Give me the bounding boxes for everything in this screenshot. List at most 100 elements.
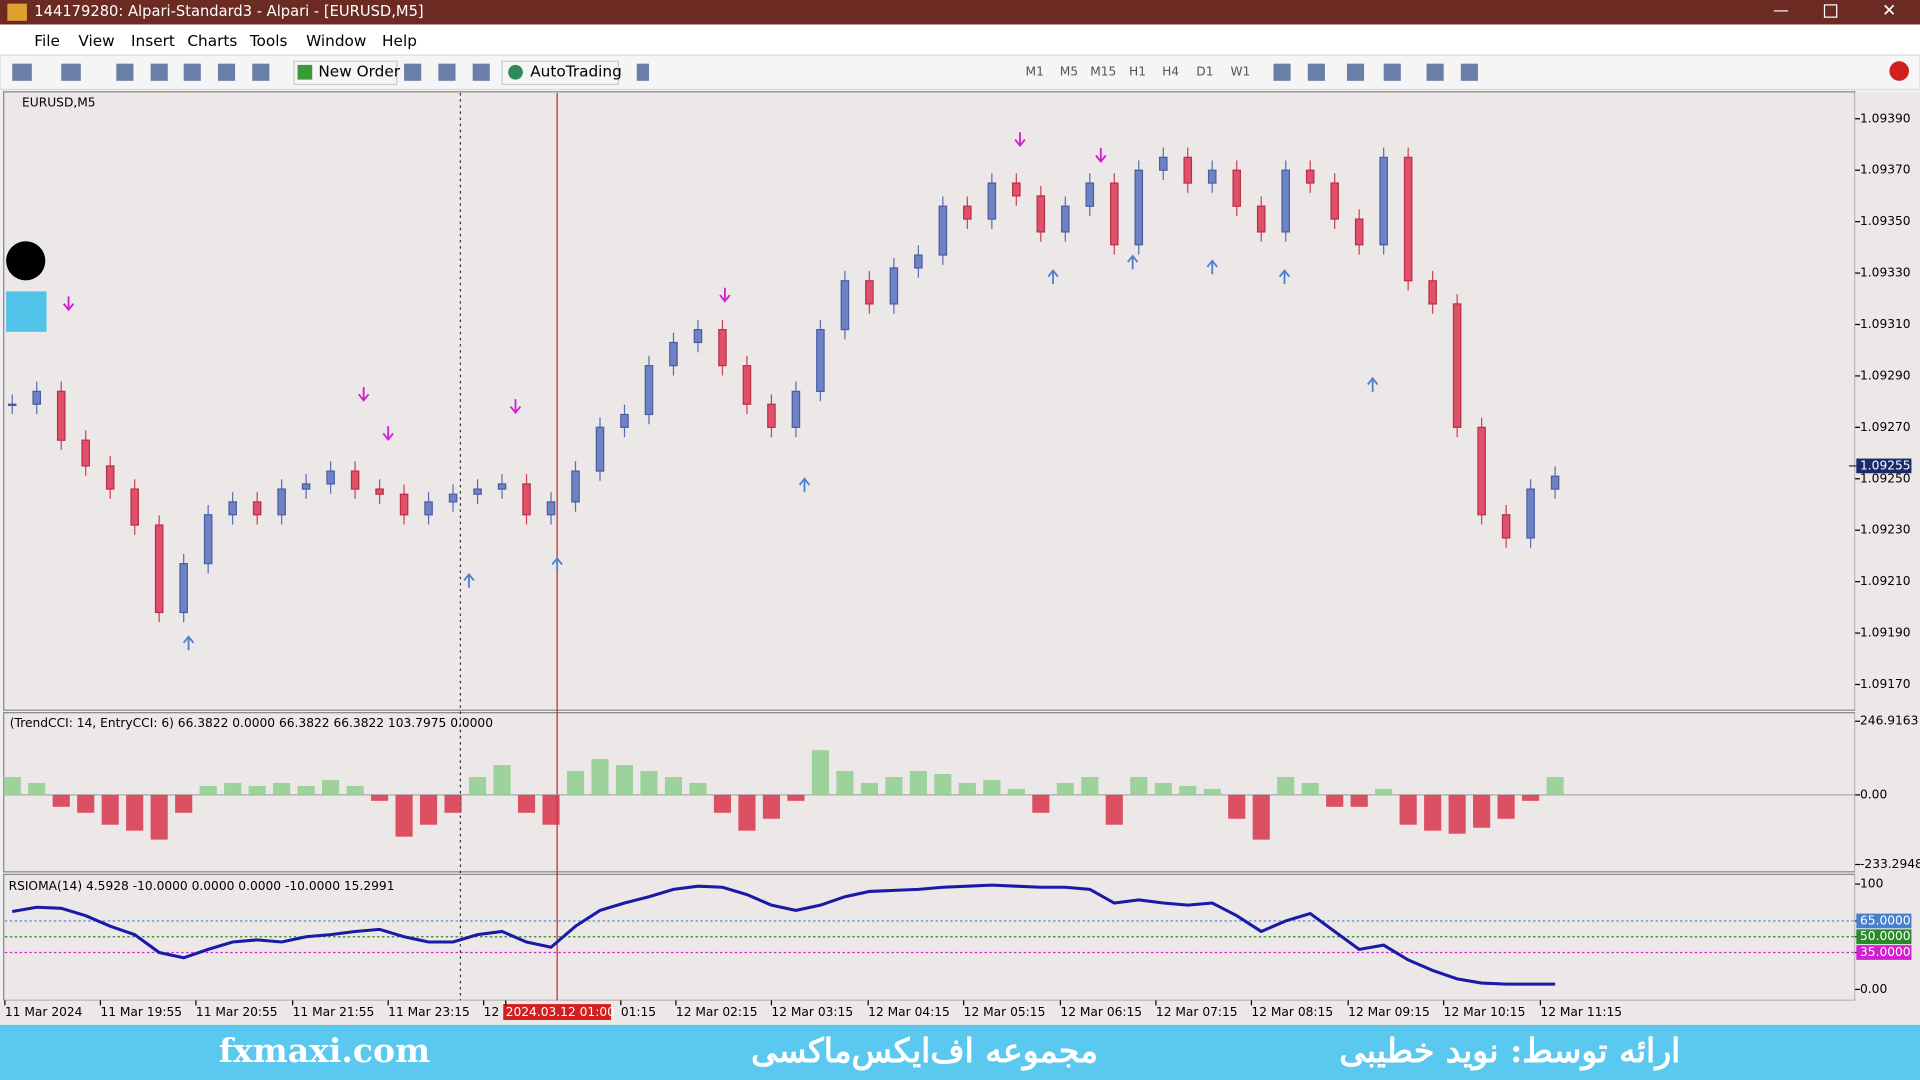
candle-body [1305,169,1315,184]
candle-body [1330,182,1339,220]
tool-icon[interactable] [1426,63,1444,81]
tool-icon[interactable] [116,63,134,81]
cci-bar [1203,788,1221,795]
menu-item[interactable]: Window [306,32,366,50]
tool-icon[interactable] [150,63,168,81]
side-icon[interactable] [6,241,46,281]
cci-bar [1007,788,1025,795]
candle-body [1183,156,1193,184]
y-tick-label: 50.0000 [1860,929,1911,943]
candle-body [399,493,409,516]
cci-bar [1228,794,1246,819]
cci-bar [909,771,927,795]
candle-body [1354,218,1364,246]
x-tick-label: 12 Mar 06:15 [1060,1005,1142,1019]
tool-icon[interactable] [252,63,270,81]
tool-icon[interactable] [1346,63,1365,81]
timeframe-button[interactable]: H4 [1162,65,1179,79]
timeframe-button[interactable]: M15 [1090,65,1116,79]
timeframe-button[interactable]: M1 [1026,65,1044,79]
minimize-button[interactable]: — [1773,1,1789,20]
buy-arrow [182,635,195,651]
candle-body [963,205,972,220]
tool-icon[interactable] [12,63,32,81]
y-tick-label: 1.09250 [1860,471,1911,485]
menu-item[interactable]: View [78,32,114,50]
y-tick-label: 1.09230 [1860,523,1911,537]
new-order-icon [297,64,313,80]
candle-body [742,365,752,405]
current-price-label: 1.09255 [1860,458,1911,472]
menu-item[interactable]: Help [382,32,417,50]
candle-body [424,501,433,516]
cci-bar [322,779,340,795]
candle-body [571,470,580,503]
candle-body [252,501,262,516]
buy-arrow [1047,269,1059,285]
tool-icon[interactable] [61,63,81,81]
cci-bar [1277,776,1295,795]
menu-item[interactable]: Tools [249,32,288,50]
sell-arrow [358,386,370,402]
x-tick-label: 11 Mar 19:55 [100,1005,182,1019]
candle-body [1379,156,1388,246]
y-tick-label: 65.0000 [1860,913,1911,927]
menu-item[interactable]: Charts [187,32,237,50]
autotrading-button[interactable] [501,60,619,86]
sell-arrow [719,287,731,303]
menu-item[interactable]: File [34,32,60,50]
x-tick-label: 12 Mar 11:15 [1540,1005,1622,1019]
tool-icon[interactable] [1273,63,1291,81]
price-panel [3,91,1856,711]
close-button[interactable]: ✕ [1882,1,1896,21]
side-icon[interactable] [6,291,47,332]
candle-body [791,390,801,428]
level-tag [1856,913,1912,929]
cci-bar [1448,794,1466,834]
cci-bar [860,782,878,795]
cci-bar [762,794,780,819]
tool-icon[interactable] [438,63,456,81]
y-tick-label: 1.09190 [1860,626,1911,640]
maximize-button[interactable] [1823,4,1838,18]
tool-icon[interactable] [1460,63,1478,81]
timeframe-button[interactable]: H1 [1129,65,1146,79]
notification-badge[interactable] [1889,61,1909,81]
tool-icon[interactable] [404,63,422,81]
menu-item[interactable]: Insert [131,32,175,50]
x-tick-label: 01:15 [621,1005,656,1019]
candle-body [179,563,188,614]
tool-icon[interactable] [1307,63,1325,81]
new-order-button[interactable] [293,60,398,86]
tool-icon[interactable] [472,63,490,81]
y-tick-label: 1.09170 [1860,677,1911,691]
cci-bar [1081,776,1099,795]
candle-body [350,470,360,490]
y-tick-label: 1.09370 [1860,163,1911,177]
cci-bar [273,782,291,795]
timeframe-button[interactable]: W1 [1230,65,1250,79]
timeframe-button[interactable]: D1 [1196,65,1213,79]
tool-icon[interactable] [183,63,201,81]
x-tick-label: 12 Mar 10:15 [1444,1005,1526,1019]
candle-body [228,501,237,516]
candle-body [81,439,91,467]
sell-arrow [62,296,75,312]
sell-arrow [509,399,522,415]
candle-body [693,329,703,344]
chart-symbol: EURUSD,M5 [22,95,96,109]
buy-arrow [1278,269,1291,285]
candle-body [326,470,335,485]
tool-icon[interactable] [636,63,649,81]
timeframe-button[interactable]: M5 [1060,65,1078,79]
cci-bar [811,750,829,795]
candle-body [56,390,66,441]
cci-bar [738,794,756,831]
candle-body [1012,182,1021,197]
candle-body [816,329,825,392]
y-tick-label: 1.09330 [1860,266,1911,280]
tool-icon[interactable] [217,63,236,81]
cci-bar [1154,782,1172,795]
cci-bar [1326,794,1344,807]
tool-icon[interactable] [1383,63,1401,81]
